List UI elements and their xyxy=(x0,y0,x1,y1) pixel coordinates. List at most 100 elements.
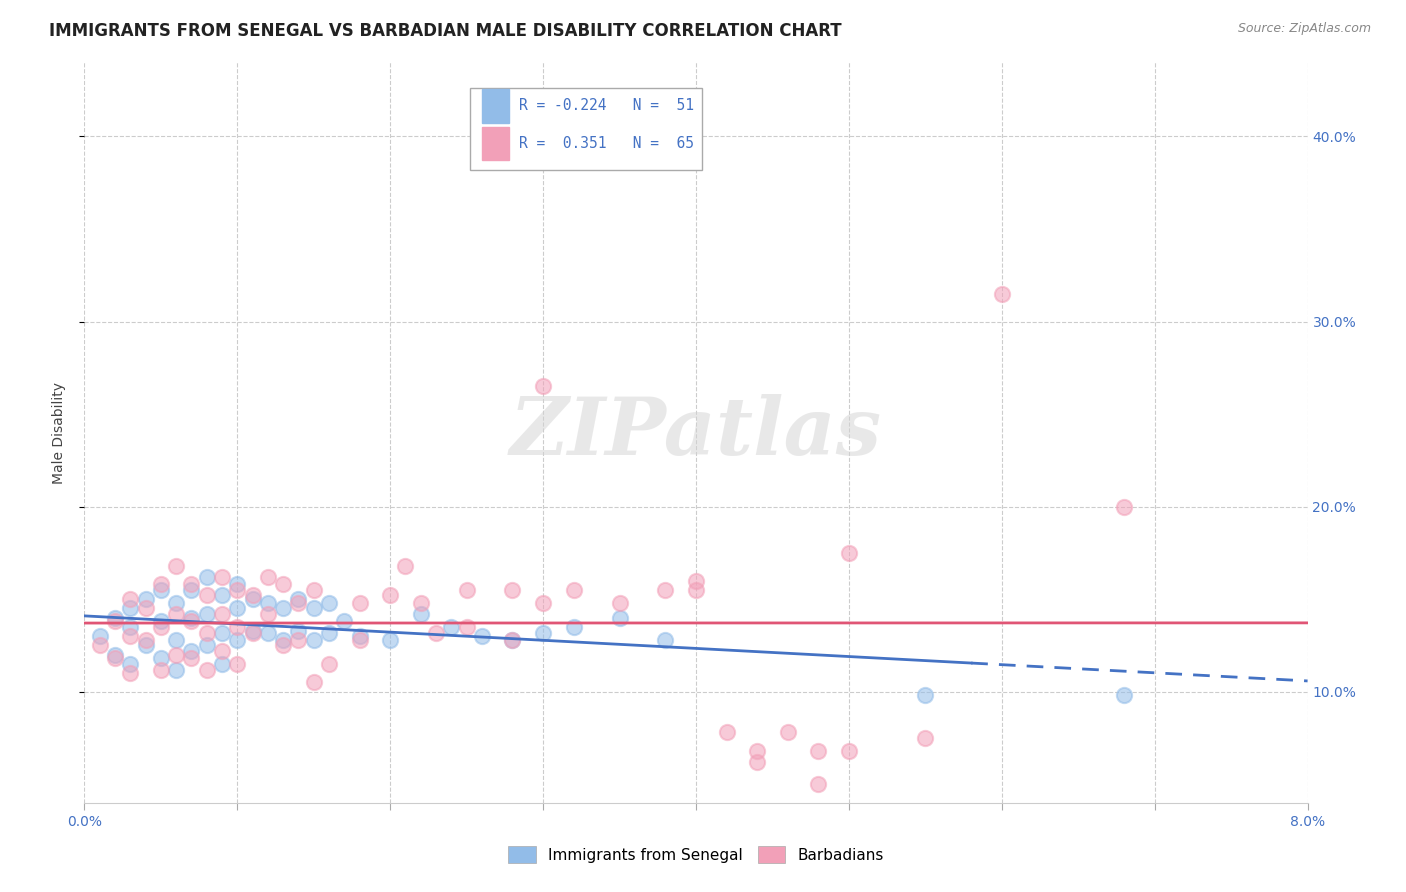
Point xyxy=(531,596,554,610)
Point xyxy=(440,620,463,634)
Point xyxy=(195,570,218,584)
Point xyxy=(242,589,264,603)
Point xyxy=(149,620,172,634)
Point xyxy=(302,675,325,690)
Point xyxy=(195,607,218,621)
Point xyxy=(716,725,738,739)
Point xyxy=(257,625,280,640)
Point xyxy=(242,625,264,640)
Point xyxy=(1114,500,1136,514)
Point xyxy=(502,632,524,647)
Point xyxy=(89,639,111,653)
Point xyxy=(120,657,142,671)
Point xyxy=(211,589,233,603)
Point xyxy=(562,620,585,634)
Point xyxy=(271,632,294,647)
Point xyxy=(120,629,142,643)
Point xyxy=(149,582,172,597)
Point xyxy=(991,286,1014,301)
Point xyxy=(807,744,830,758)
Point xyxy=(456,582,478,597)
Point xyxy=(914,689,936,703)
Point xyxy=(89,629,111,643)
Point xyxy=(531,625,554,640)
Point xyxy=(456,620,478,634)
Point xyxy=(120,601,142,615)
Point xyxy=(257,596,280,610)
Point xyxy=(654,632,676,647)
Point xyxy=(302,601,325,615)
Point xyxy=(776,725,799,739)
Point xyxy=(195,589,218,603)
Point xyxy=(211,607,233,621)
Point xyxy=(914,731,936,745)
Text: IMMIGRANTS FROM SENEGAL VS BARBADIAN MALE DISABILITY CORRELATION CHART: IMMIGRANTS FROM SENEGAL VS BARBADIAN MAL… xyxy=(49,22,842,40)
Point xyxy=(226,577,249,591)
Point xyxy=(180,615,202,629)
Point xyxy=(165,648,187,662)
Legend: Immigrants from Senegal, Barbadians: Immigrants from Senegal, Barbadians xyxy=(502,840,890,869)
Point xyxy=(195,639,218,653)
Point xyxy=(531,379,554,393)
Point xyxy=(180,582,202,597)
Point xyxy=(257,570,280,584)
Point xyxy=(838,546,860,560)
Point xyxy=(380,589,402,603)
Point xyxy=(409,607,432,621)
Point xyxy=(165,663,187,677)
Point xyxy=(302,582,325,597)
Point xyxy=(226,657,249,671)
Text: R =  0.351   N =  65: R = 0.351 N = 65 xyxy=(519,136,693,151)
Point xyxy=(287,624,309,638)
Point xyxy=(287,592,309,607)
Text: Source: ZipAtlas.com: Source: ZipAtlas.com xyxy=(1237,22,1371,36)
Point xyxy=(226,632,249,647)
Point xyxy=(838,744,860,758)
Point xyxy=(349,632,371,647)
Point xyxy=(226,582,249,597)
Text: ZIPatlas: ZIPatlas xyxy=(510,394,882,471)
Point xyxy=(104,651,127,665)
Point xyxy=(120,620,142,634)
Point xyxy=(471,629,494,643)
Point xyxy=(180,610,202,624)
Point xyxy=(562,582,585,597)
Point xyxy=(747,755,769,769)
Point xyxy=(502,632,524,647)
Bar xyxy=(482,127,509,160)
Point xyxy=(271,639,294,653)
Point xyxy=(685,574,707,588)
Point xyxy=(135,639,157,653)
Point xyxy=(654,582,676,597)
Point xyxy=(104,648,127,662)
Point xyxy=(104,615,127,629)
Point xyxy=(271,577,294,591)
Point xyxy=(685,582,707,597)
Point xyxy=(242,624,264,638)
Point xyxy=(165,558,187,573)
Point xyxy=(135,592,157,607)
Point xyxy=(318,596,340,610)
Point xyxy=(409,596,432,610)
Bar xyxy=(470,88,702,169)
Point xyxy=(425,625,447,640)
Point xyxy=(318,625,340,640)
Point xyxy=(211,657,233,671)
Point xyxy=(165,596,187,610)
Point xyxy=(149,577,172,591)
Point xyxy=(165,607,187,621)
Point xyxy=(609,596,631,610)
Point xyxy=(1114,689,1136,703)
Point xyxy=(180,577,202,591)
Point xyxy=(242,592,264,607)
Point xyxy=(287,632,309,647)
Point xyxy=(226,620,249,634)
Point xyxy=(349,629,371,643)
Point xyxy=(195,663,218,677)
Point xyxy=(807,777,830,791)
Point xyxy=(149,663,172,677)
Point xyxy=(394,558,416,573)
Point xyxy=(104,610,127,624)
Point xyxy=(180,644,202,658)
Point xyxy=(747,744,769,758)
